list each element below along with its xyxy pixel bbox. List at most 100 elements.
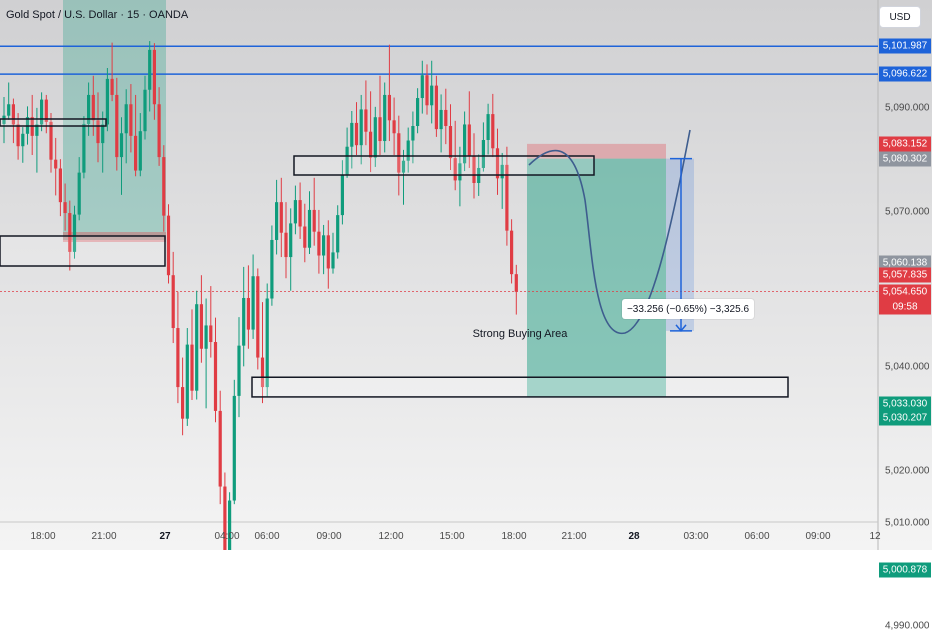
candle-body: [209, 325, 213, 343]
price-chart[interactable]: [0, 0, 932, 550]
candle-body: [40, 99, 44, 125]
candle-body: [16, 124, 20, 147]
price-tick-label: 5,010.000: [885, 517, 930, 529]
resistance-box-mid: [293, 155, 595, 176]
time-tick-label: 12: [869, 531, 881, 542]
candle-body: [7, 104, 11, 116]
candle-body: [505, 164, 509, 231]
candle-body: [453, 158, 457, 181]
candle-body: [416, 98, 420, 127]
candle-body: [303, 226, 307, 248]
candle-body: [369, 131, 373, 158]
price-tick-label: 4,990.000: [885, 620, 930, 632]
candle-body: [312, 209, 316, 232]
candle-body: [2, 115, 6, 124]
candle-body: [129, 104, 133, 136]
candle-body: [251, 276, 255, 330]
currency-button[interactable]: USD: [879, 6, 921, 28]
candle-body: [293, 200, 297, 224]
candle-body: [87, 94, 91, 124]
candle-body: [298, 200, 302, 227]
candle-body: [387, 94, 391, 121]
candle-body: [256, 276, 260, 358]
candle-body: [495, 148, 500, 179]
bar-countdown-tag: 09:58: [879, 299, 931, 315]
candle-body: [63, 202, 67, 214]
candle-body: [481, 139, 485, 168]
candle-body: [237, 345, 241, 396]
candle-body: [190, 344, 194, 391]
candle-body: [54, 159, 58, 169]
symbol-title: Gold Spot / U.S. Dollar · 15 · OANDA: [6, 9, 189, 21]
price-tag: 5,033.030: [879, 396, 931, 411]
candle-body: [162, 157, 166, 216]
candle-body: [176, 328, 180, 388]
price-tag: 5,030.207: [879, 410, 931, 426]
candle-body: [322, 235, 326, 256]
candle-body: [326, 235, 330, 269]
candle-body: [115, 94, 119, 158]
candle-body: [166, 215, 171, 276]
price-tag: 5,000.878: [879, 562, 931, 578]
candle-body: [472, 155, 476, 183]
candle-body: [265, 298, 269, 388]
candle-body: [148, 49, 152, 90]
candle-body: [72, 214, 77, 252]
time-tick-label: 15:00: [439, 531, 465, 542]
candle-body: [204, 325, 208, 349]
candle-body: [500, 164, 504, 179]
time-tick-label: 28: [628, 531, 640, 542]
candle-body: [411, 126, 415, 141]
candle-body: [359, 109, 363, 146]
resistance-box-left: [0, 118, 107, 127]
candle-body: [364, 109, 368, 132]
candle-body: [350, 122, 354, 147]
measure-arrow-head: [675, 324, 687, 333]
price-tick-label: 5,020.000: [885, 465, 930, 477]
forecast-path: [528, 129, 691, 334]
candle-body: [420, 75, 424, 99]
price-tag: 5,096.622: [879, 66, 931, 82]
candle-body: [134, 135, 138, 171]
candle-body: [439, 109, 443, 130]
candle-body: [199, 304, 203, 349]
candle-body: [467, 124, 471, 156]
time-tick-label: 06:00: [744, 531, 770, 542]
candle-body: [317, 231, 321, 256]
price-tag: 5,080.302: [879, 151, 931, 167]
price-tag: 5,083.152: [879, 136, 931, 152]
candle-body: [138, 131, 142, 171]
candle-body: [425, 75, 429, 106]
time-tick-label: 12:00: [378, 531, 404, 542]
candle-body: [119, 133, 124, 158]
candle-body: [58, 168, 62, 203]
time-tick-label: 18:00: [30, 531, 56, 542]
candle-body: [143, 89, 147, 132]
price-tag: 5,057.835: [879, 267, 931, 283]
candle-body: [101, 124, 105, 144]
candle-body: [77, 172, 81, 215]
time-tick-label: 03:00: [683, 531, 709, 542]
candle-body: [82, 123, 86, 173]
candle-body: [307, 209, 312, 248]
price-tag: 5,101.987: [879, 38, 931, 54]
candle-body: [91, 94, 95, 121]
candle-body: [242, 297, 246, 346]
candle-body: [378, 117, 382, 142]
candle-body: [444, 109, 448, 127]
time-tick-label: 09:00: [316, 531, 342, 542]
candle-body: [383, 94, 387, 142]
candle-body: [49, 121, 53, 160]
candle-body: [345, 146, 349, 175]
candle-body: [397, 133, 401, 173]
candle-body: [448, 126, 453, 159]
candle-body: [185, 344, 189, 419]
candle-body: [35, 124, 39, 136]
candle-body: [514, 274, 518, 292]
candle-body: [279, 202, 283, 233]
candle-body: [105, 78, 109, 125]
strong-buying-area-box: [251, 376, 789, 398]
candle-body: [44, 99, 48, 122]
long-stop-zone: [527, 143, 666, 159]
